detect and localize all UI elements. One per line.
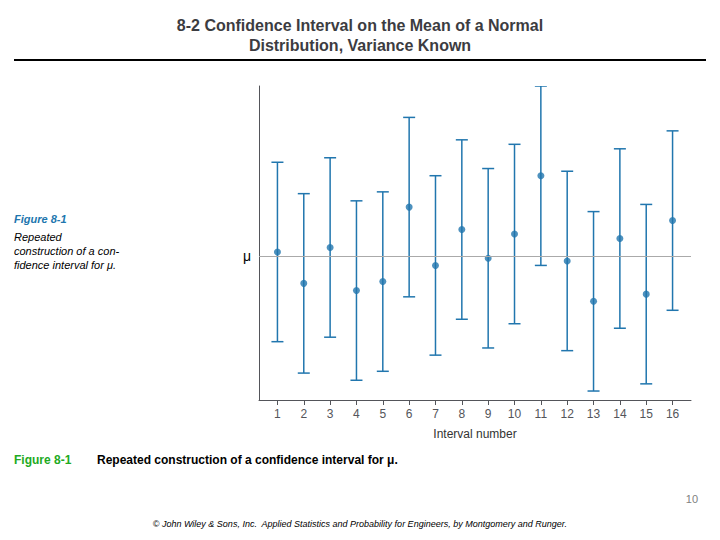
svg-text:11: 11 xyxy=(535,407,548,421)
svg-text:15: 15 xyxy=(640,407,654,421)
svg-text:fidence interval for μ.: fidence interval for μ. xyxy=(14,259,116,271)
svg-text:Interval number: Interval number xyxy=(433,427,516,441)
svg-text:3: 3 xyxy=(327,407,334,421)
svg-text:Distribution, Variance Known: Distribution, Variance Known xyxy=(249,37,471,54)
svg-text:1: 1 xyxy=(274,407,281,421)
svg-text:14: 14 xyxy=(613,407,627,421)
svg-text:μ: μ xyxy=(243,248,251,264)
svg-text:13: 13 xyxy=(587,407,601,421)
svg-text:9: 9 xyxy=(485,407,492,421)
svg-text:4: 4 xyxy=(353,407,360,421)
svg-text:10: 10 xyxy=(508,407,522,421)
svg-text:Figure 8-1: Figure 8-1 xyxy=(14,213,67,225)
svg-text:5: 5 xyxy=(379,407,386,421)
svg-text:8: 8 xyxy=(458,407,465,421)
svg-text:construction of a con-: construction of a con- xyxy=(14,245,120,257)
svg-text:10: 10 xyxy=(686,493,698,505)
svg-text:6: 6 xyxy=(406,407,413,421)
svg-text:Repeated: Repeated xyxy=(14,231,63,243)
svg-text:16: 16 xyxy=(666,407,680,421)
svg-text:12: 12 xyxy=(561,407,575,421)
svg-text:8-2 Confidence Interval on the: 8-2 Confidence Interval on the Mean of a… xyxy=(177,17,543,34)
svg-text:© John Wiley & Sons, Inc. App: © John Wiley & Sons, Inc. Applied Statis… xyxy=(153,519,567,529)
svg-text:Repeated construction of a con: Repeated construction of a confidence in… xyxy=(97,453,398,467)
svg-text:Figure 8-1: Figure 8-1 xyxy=(14,453,72,467)
svg-text:7: 7 xyxy=(432,407,439,421)
svg-text:2: 2 xyxy=(300,407,307,421)
